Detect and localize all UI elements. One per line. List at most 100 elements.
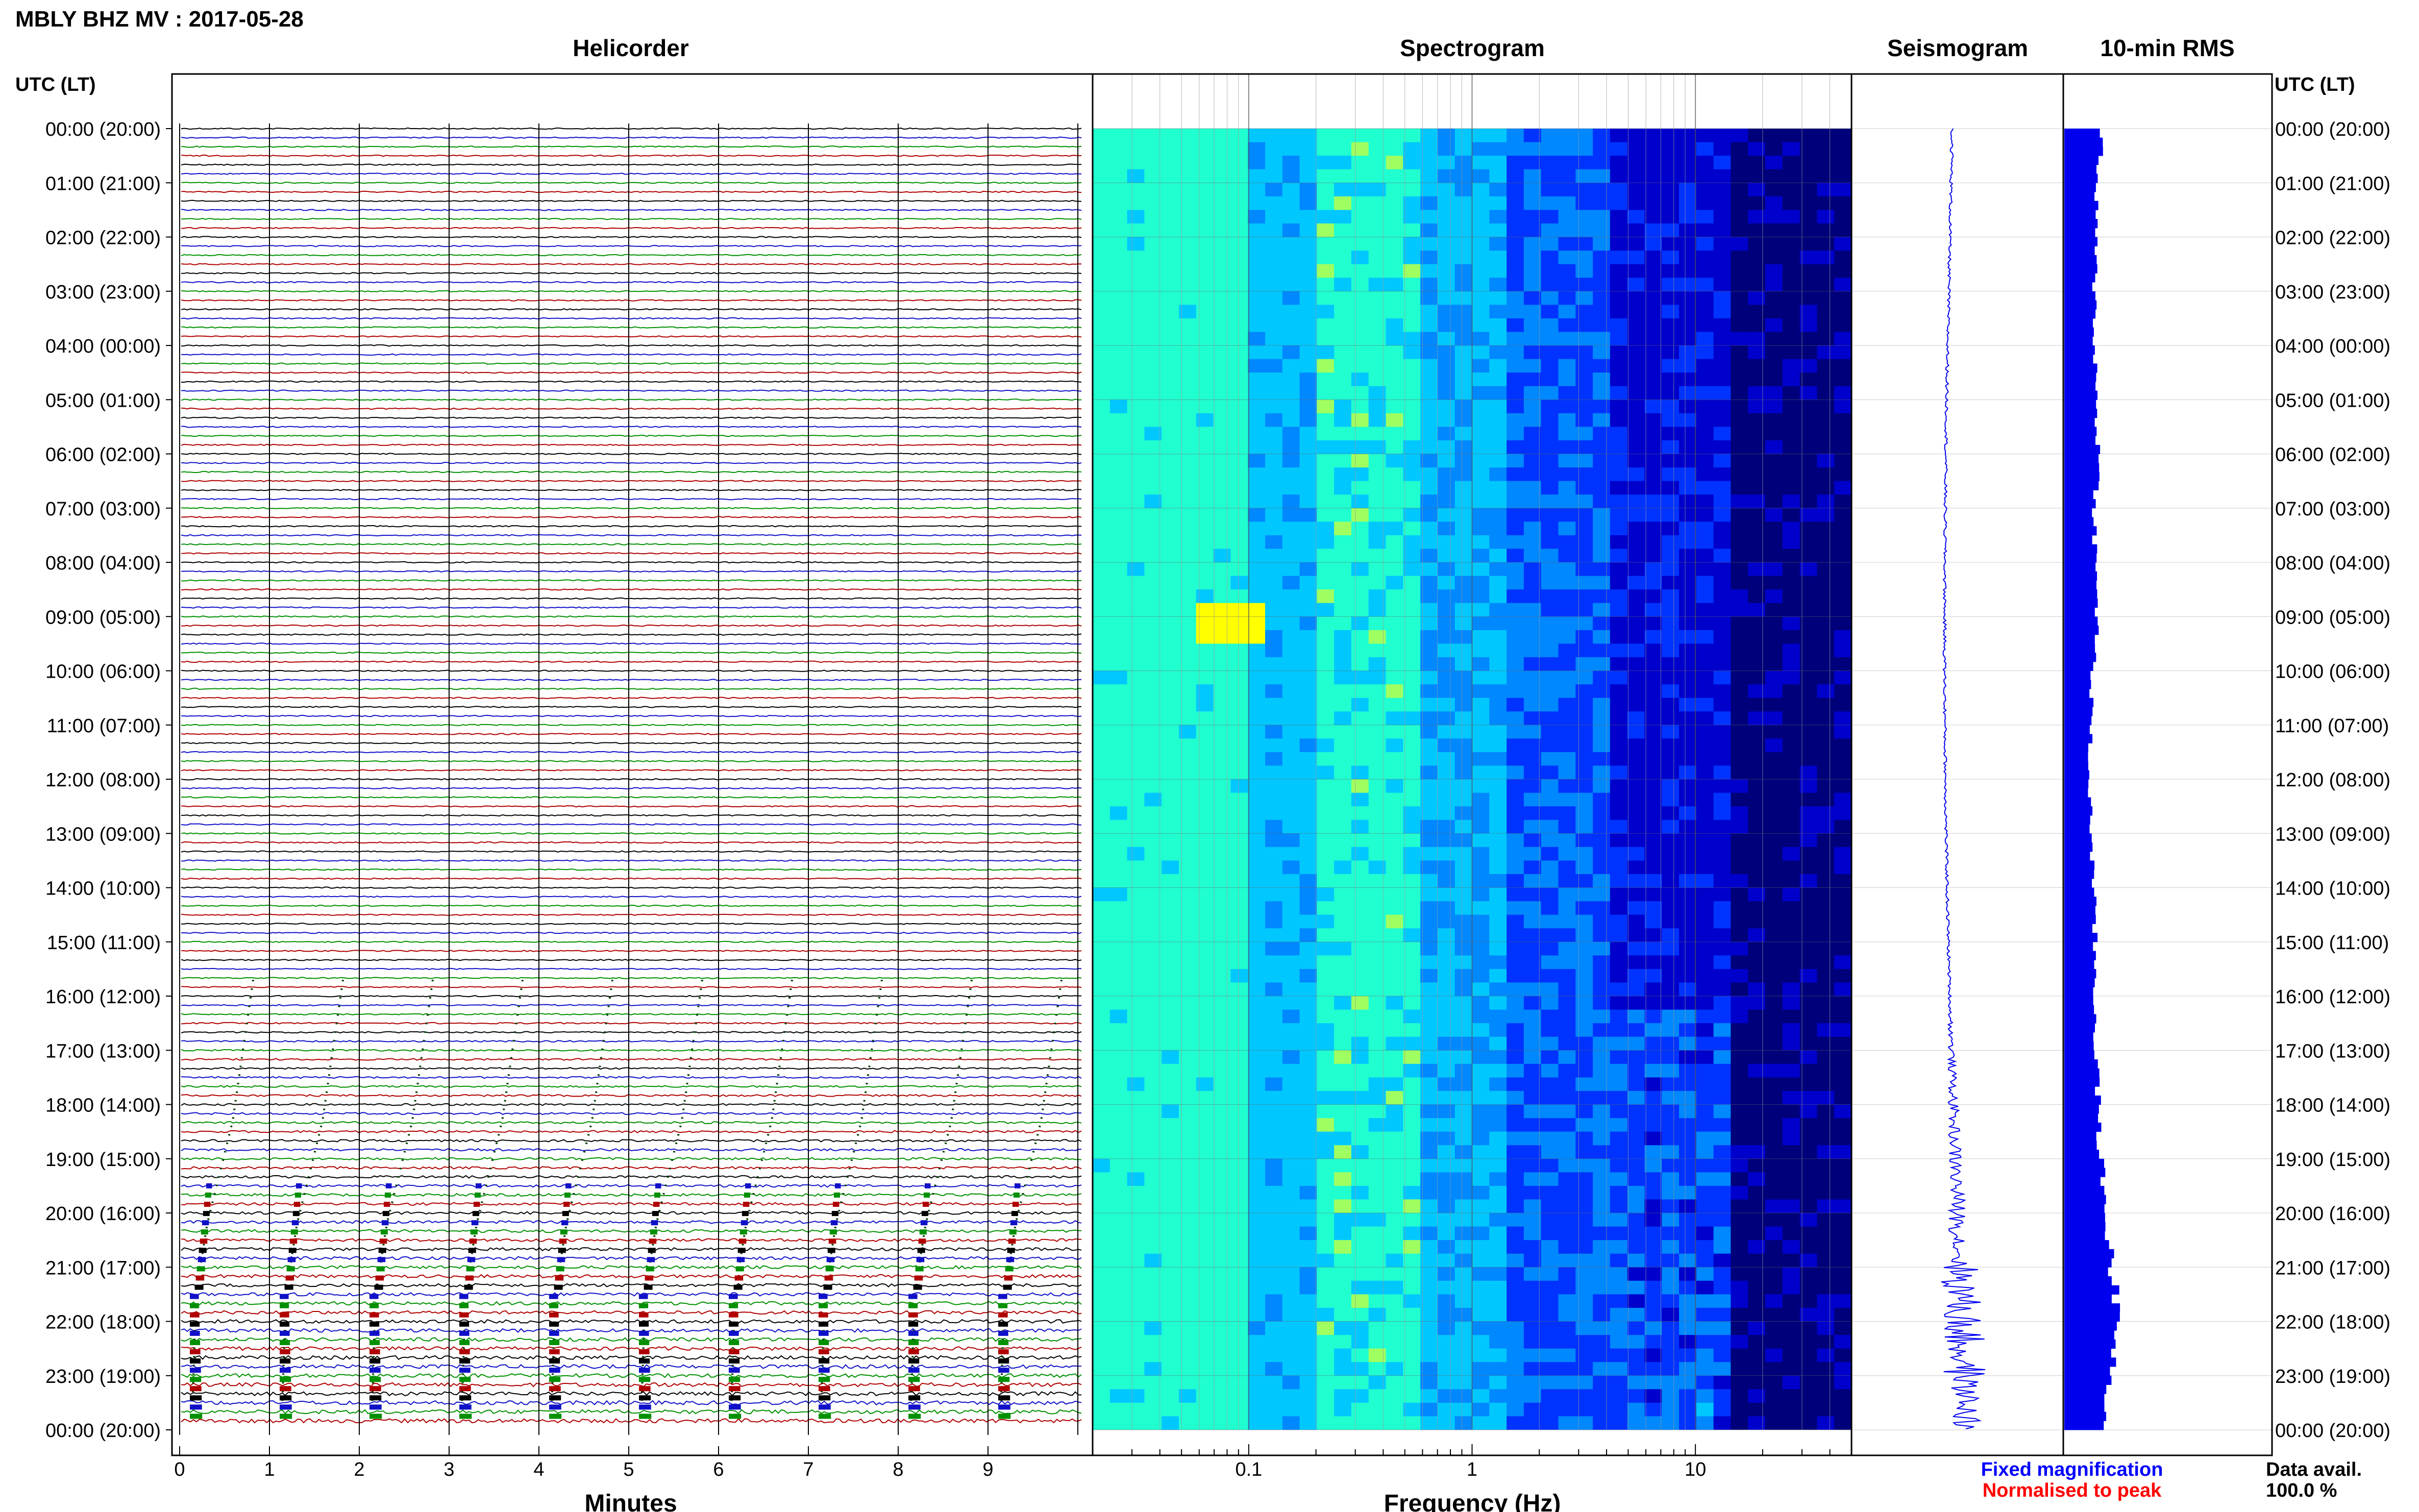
spectrogram-cell bbox=[1386, 1253, 1404, 1268]
spectrogram-cell bbox=[1679, 1131, 1697, 1146]
spectrogram-cell bbox=[1420, 1036, 1438, 1051]
helicorder-trace bbox=[181, 778, 1082, 781]
time-tick-label-left: 16:00 (12:00) bbox=[45, 986, 161, 1008]
helicorder-event-burst bbox=[920, 1220, 928, 1226]
spectrogram-cell bbox=[1523, 454, 1542, 468]
spectrogram-cell bbox=[1437, 698, 1455, 712]
spectrogram-cell bbox=[1593, 1321, 1611, 1336]
spectrogram-cell bbox=[1748, 1213, 1766, 1227]
spectrogram-cell bbox=[1507, 400, 1524, 414]
spectrogram-cell bbox=[1679, 860, 1697, 875]
spectrogram-cell bbox=[1420, 1335, 1438, 1349]
spectrogram-cell bbox=[1765, 955, 1783, 970]
spectrogram-cell bbox=[1368, 1280, 1387, 1295]
spectrogram-cell bbox=[1127, 562, 1145, 577]
spectrogram-cell bbox=[1489, 522, 1508, 536]
spectrogram-cell bbox=[1230, 1321, 1249, 1336]
spectrogram-cell bbox=[1765, 576, 1783, 590]
spectrogram-cell bbox=[1679, 576, 1697, 590]
spectrogram-cell bbox=[1403, 223, 1421, 238]
spectrogram-cell bbox=[1248, 711, 1266, 726]
spectrogram-cell bbox=[1662, 1213, 1680, 1227]
spectrogram-cell bbox=[1782, 657, 1800, 672]
time-tick-label-right: 14:00 (10:00) bbox=[2275, 878, 2390, 900]
spectrogram-cell bbox=[1179, 400, 1197, 414]
spectrogram-cell bbox=[1523, 332, 1542, 346]
spectrogram-cell bbox=[1696, 1023, 1714, 1037]
spectrogram-cell bbox=[1196, 928, 1214, 943]
spectrogram-cell bbox=[1472, 860, 1490, 875]
spectrogram-cell bbox=[1317, 454, 1335, 468]
spectrogram-cell bbox=[1265, 169, 1283, 184]
rms-bar bbox=[2064, 580, 2096, 590]
spectrogram-cell bbox=[1523, 1348, 1542, 1363]
rms-bar bbox=[2064, 1231, 2105, 1241]
spectrogram-cell bbox=[1420, 847, 1438, 861]
spectrogram-cell bbox=[1523, 183, 1542, 197]
spectrogram-cell bbox=[1265, 792, 1283, 807]
spectrogram-cell bbox=[1127, 1145, 1145, 1159]
spectrogram-cell bbox=[1782, 1253, 1800, 1268]
helicorder-trace bbox=[181, 1004, 1082, 1007]
spectrogram-cell bbox=[1368, 494, 1387, 509]
spectrogram-cell bbox=[1834, 196, 1852, 211]
spectrogram-cell bbox=[1662, 684, 1680, 699]
spectrogram-cell bbox=[1317, 616, 1335, 631]
spectrogram-cell bbox=[1230, 1185, 1249, 1200]
spectrogram-cell bbox=[1644, 359, 1663, 374]
rms-bar bbox=[2064, 607, 2095, 617]
spectrogram-cell bbox=[1213, 400, 1231, 414]
rms-bar bbox=[2064, 210, 2096, 219]
spectrogram-cell bbox=[1454, 278, 1473, 292]
spectrogram-cell bbox=[1489, 806, 1508, 821]
spectrogram-cell bbox=[1196, 616, 1214, 631]
spectrogram-cell bbox=[1144, 1307, 1163, 1322]
rms-bar bbox=[2064, 833, 2092, 843]
spectrogram-cell bbox=[1799, 223, 1818, 238]
spectrogram-cell bbox=[1834, 752, 1852, 766]
spectrogram-cell bbox=[1713, 1050, 1732, 1064]
spectrogram-cell bbox=[1144, 901, 1163, 915]
spectrogram-cell bbox=[1144, 1104, 1163, 1119]
spectrogram-cell bbox=[1627, 1321, 1645, 1336]
spectrogram-cell bbox=[1765, 1185, 1783, 1200]
spectrogram-cell bbox=[1507, 1335, 1524, 1349]
spectrogram-cell bbox=[1558, 1104, 1576, 1119]
spectrogram-cell bbox=[1799, 1023, 1818, 1037]
spectrogram-cell bbox=[1541, 1050, 1559, 1064]
spectrogram-cell bbox=[1472, 264, 1490, 279]
spectrogram-cell bbox=[1834, 1402, 1852, 1417]
spectrogram-cell bbox=[1696, 616, 1714, 631]
helicorder-event-burst bbox=[190, 1358, 201, 1364]
spectrogram-cell bbox=[1179, 1118, 1197, 1132]
spectrogram-cell bbox=[1403, 400, 1421, 414]
spectrogram-cell bbox=[1109, 1389, 1128, 1403]
spectrogram-cell bbox=[1472, 941, 1490, 956]
spectrogram-cell bbox=[1248, 982, 1266, 997]
spectrogram-cell bbox=[1662, 494, 1680, 509]
spectrogram-cell bbox=[1558, 251, 1576, 265]
spectrogram-cell bbox=[1834, 440, 1852, 455]
spectrogram-cell bbox=[1765, 657, 1783, 672]
spectrogram-cell bbox=[1334, 874, 1352, 888]
spectrogram-cell bbox=[1817, 1145, 1835, 1159]
spectrogram-cell bbox=[1420, 169, 1438, 184]
spectrogram-cell bbox=[1265, 1280, 1283, 1295]
spectrogram-cell bbox=[1489, 223, 1508, 238]
spectrogram-cell bbox=[1834, 1280, 1852, 1295]
spectrogram-cell bbox=[1386, 765, 1404, 780]
spectrogram-cell bbox=[1713, 1145, 1732, 1159]
spectrogram-cell bbox=[1093, 345, 1110, 360]
spectrogram-cell bbox=[1523, 251, 1542, 265]
spectrogram-cell bbox=[1196, 196, 1214, 211]
spectrogram-cell bbox=[1144, 616, 1163, 631]
spectrogram-cell bbox=[1662, 183, 1680, 197]
spectrogram-cell bbox=[1282, 1145, 1300, 1159]
spectrogram-cell bbox=[1334, 508, 1352, 523]
spectrogram-cell bbox=[1093, 494, 1110, 509]
spectrogram-cell bbox=[1437, 332, 1455, 346]
spectrogram-cell bbox=[1282, 1050, 1300, 1064]
spectrogram-cell bbox=[1093, 996, 1110, 1010]
spectrogram-cell bbox=[1817, 522, 1835, 536]
spectrogram-cell bbox=[1299, 1023, 1318, 1037]
